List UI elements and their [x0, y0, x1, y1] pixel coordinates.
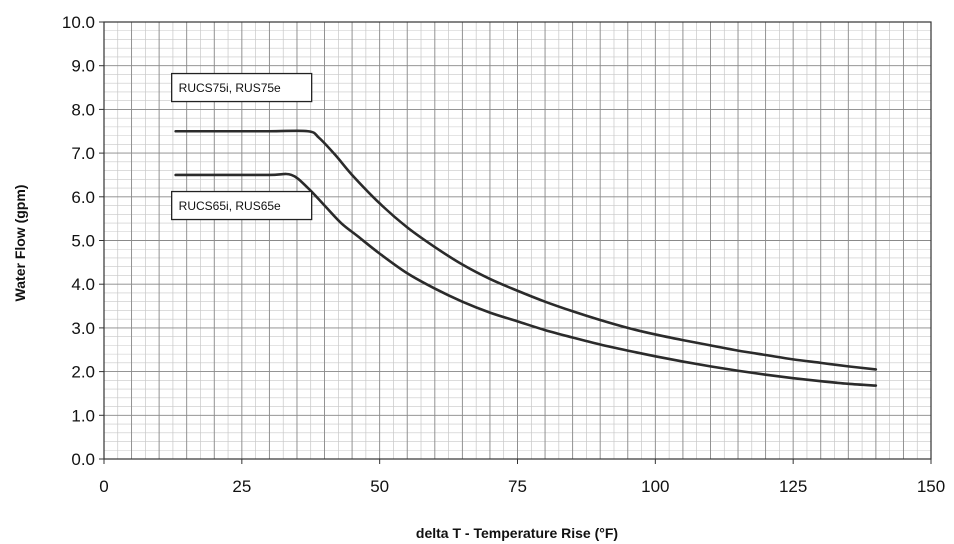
series-label-border	[171, 190, 313, 221]
y-tick-label: 0.0	[71, 450, 95, 469]
annotation-layer: RUCS75i, RUS75e RUCS65i, RUS65e	[171, 72, 313, 221]
series-label-text: RUCS75i, RUS75e	[179, 81, 281, 95]
y-tick-label: 8.0	[71, 100, 95, 119]
y-axis-title: Water Flow (gpm)	[12, 185, 28, 302]
y-tick-label: 4.0	[71, 275, 95, 294]
x-tick-label: 100	[641, 477, 669, 496]
x-tick-label: 125	[779, 477, 807, 496]
y-tick-label: 5.0	[71, 232, 95, 251]
series-layer	[174, 129, 878, 387]
y-tick-label: 6.0	[71, 188, 95, 207]
y-tick-label: 3.0	[71, 319, 95, 338]
y-tick-label: 2.0	[71, 363, 95, 382]
x-tick-label: 0	[99, 477, 108, 496]
y-tick-labels: 0.0 1.0 2.0 3.0 4.0 5.0 6.0 7.0 8.0 9.0 10.0	[62, 13, 104, 469]
y-tick-label: 1.0	[71, 406, 95, 425]
x-axis-title: delta T - Temperature Rise (°F)	[416, 525, 618, 541]
series-line-rucs75i	[174, 129, 878, 371]
y-tick-label: 9.0	[71, 57, 95, 76]
x-tick-label: 75	[508, 477, 527, 496]
series-label-text: RUCS65i, RUS65e	[179, 199, 281, 213]
x-tick-labels: 0 25 50 75 100 125 150	[99, 459, 945, 496]
series-label-box: RUCS75i, RUS75e	[171, 72, 313, 103]
x-tick-label: 25	[232, 477, 251, 496]
series-label-border	[171, 72, 313, 103]
y-tick-label: 7.0	[71, 144, 95, 163]
y-tick-label: 10.0	[62, 13, 95, 32]
x-tick-label: 150	[917, 477, 945, 496]
series-line-rucs65i	[174, 172, 878, 387]
series-label-box: RUCS65i, RUS65e	[171, 190, 313, 221]
x-tick-label: 50	[370, 477, 389, 496]
